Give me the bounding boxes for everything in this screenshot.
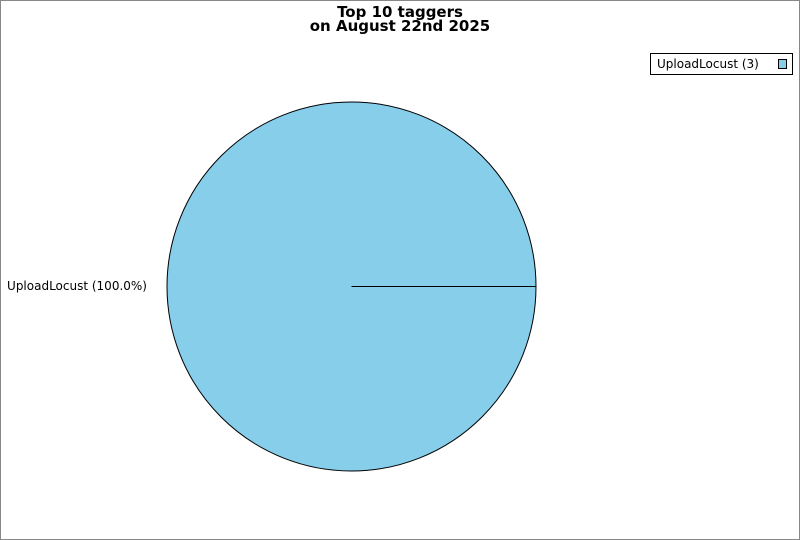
legend-box [650,53,793,75]
chart-subtitle: on August 22nd 2025 [310,17,491,35]
slice-label: UploadLocust (100.0%) [7,279,147,293]
legend: UploadLocust (3) [650,53,793,75]
chart-title: Top 10 taggers [337,3,463,21]
legend-label: UploadLocust (3) [657,57,759,71]
legend-swatch [778,59,787,69]
